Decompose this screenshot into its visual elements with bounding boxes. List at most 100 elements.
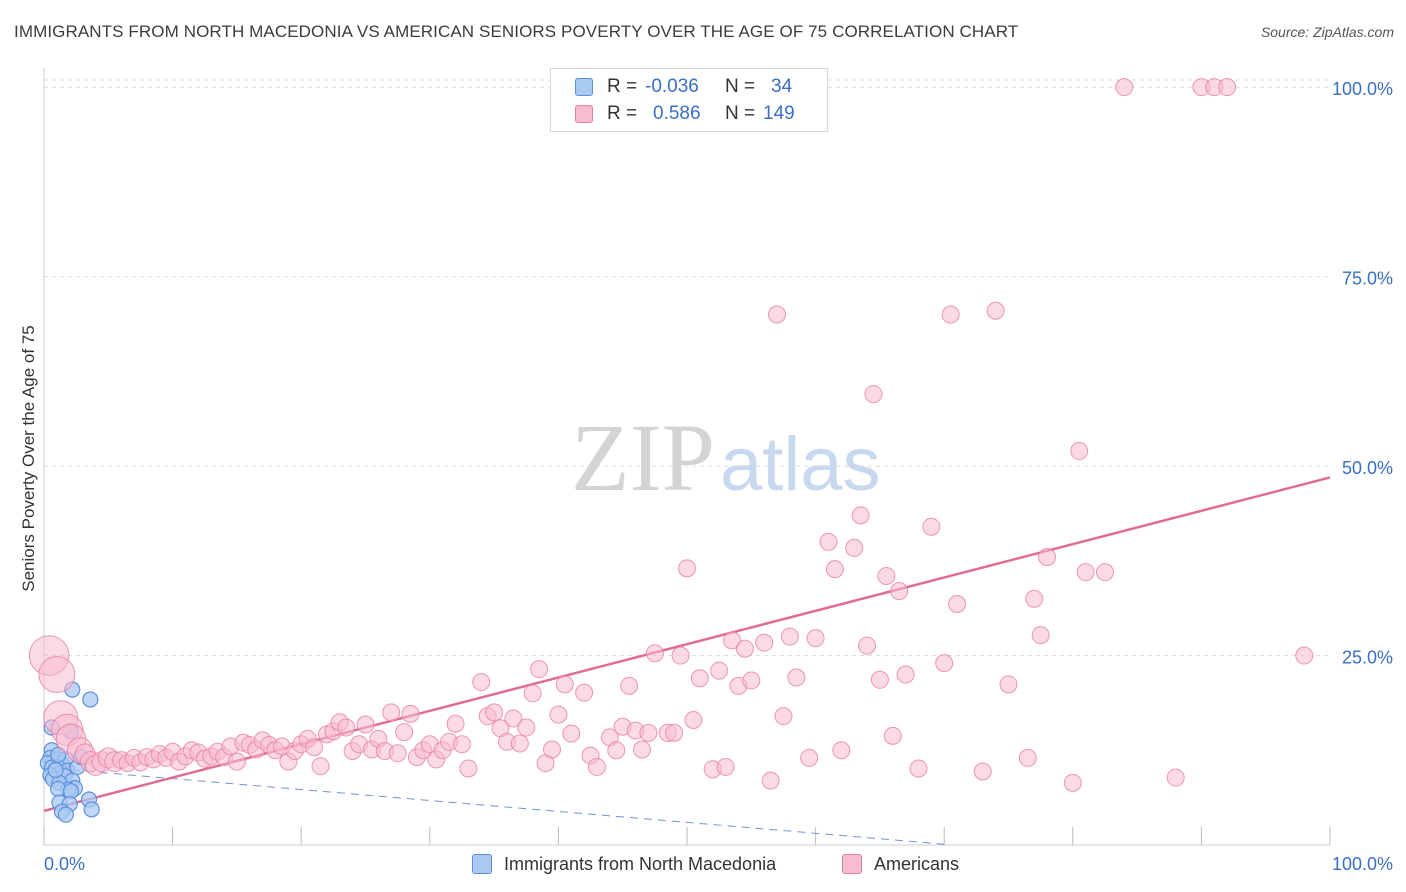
point-americans [510, 734, 529, 753]
point-americans [941, 305, 960, 324]
point-americans [1063, 773, 1082, 792]
point-americans [356, 715, 375, 734]
legend-n-value: 149 [763, 103, 795, 124]
point-americans [678, 559, 696, 578]
point-americans [446, 714, 465, 733]
point-americans [452, 735, 471, 754]
point-americans [1038, 548, 1057, 567]
point-americans [723, 631, 742, 650]
point-americans [864, 385, 883, 404]
point-americans [632, 740, 651, 759]
point-americans [922, 517, 941, 536]
legend-r-label: R = [607, 76, 638, 97]
tick-labels: 25.0% 50.0% 75.0% 100.0% 0.0% 100.0% [44, 79, 1393, 874]
point-americans [1218, 78, 1237, 97]
point-americans [755, 633, 774, 652]
point-americans [690, 669, 709, 688]
point-americans [1095, 563, 1114, 582]
point-americans [948, 595, 967, 614]
legend-swatch-blue [575, 78, 593, 96]
y-tick-label: 100.0% [1332, 79, 1393, 99]
point-americans [858, 636, 877, 655]
point-americans [671, 646, 690, 665]
point-americans [472, 673, 491, 692]
legend-row-americans: R = 0.586 N = 149 [575, 102, 795, 126]
point-americans [870, 670, 889, 689]
x-tick-label: 100.0% [1332, 854, 1393, 874]
y-tick-label: 25.0% [1342, 648, 1393, 668]
watermark-atlas: atlas [720, 422, 881, 507]
bottom-swatch-blue [472, 854, 492, 874]
point-immigrants [47, 761, 64, 779]
point-americans [896, 665, 915, 684]
point-americans [735, 639, 754, 658]
point-americans [845, 538, 864, 557]
watermark: ZIP atlas [571, 404, 881, 511]
point-americans [337, 718, 356, 737]
point-americans [607, 741, 626, 760]
point-americans [395, 723, 414, 742]
point-americans [542, 740, 561, 759]
point-americans [768, 305, 787, 324]
point-americans [504, 709, 523, 728]
point-americans [1070, 441, 1089, 460]
point-americans [305, 738, 324, 757]
point-americans [227, 752, 246, 771]
legend-n-label: N = [725, 76, 756, 97]
point-americans [523, 684, 542, 703]
point-americans [973, 762, 992, 781]
point-americans [825, 560, 844, 579]
legend-n-label: N = [725, 103, 756, 124]
point-americans [761, 771, 780, 790]
legend-swatch-pink [575, 105, 593, 123]
point-americans [645, 644, 664, 663]
point-immigrants [57, 806, 74, 823]
chart-title: IMMIGRANTS FROM NORTH MACEDONIA VS AMERI… [14, 22, 1019, 41]
point-americans [800, 748, 819, 767]
point-americans [999, 675, 1018, 694]
legend-row-immigrants: R = -0.036 N = 34 [575, 75, 792, 99]
point-americans [832, 741, 851, 760]
point-americans [549, 705, 568, 724]
point-americans [620, 676, 639, 695]
point-americans [401, 704, 420, 723]
point-americans [575, 683, 594, 702]
point-americans [38, 655, 76, 693]
point-americans [459, 759, 478, 778]
point-americans [382, 703, 401, 722]
source-label: Source: ZipAtlas.com [1260, 24, 1394, 40]
point-americans [710, 661, 729, 680]
watermark-zip: ZIP [571, 404, 715, 511]
legend-r-label: R = [607, 103, 638, 124]
y-tick-label: 50.0% [1342, 458, 1393, 478]
point-americans [388, 744, 407, 763]
point-americans [587, 757, 606, 776]
point-americans [883, 726, 902, 745]
stats-legend: R = -0.036 N = 34 R = 0.586 N = 149 [550, 68, 828, 132]
point-americans [485, 703, 504, 722]
point-americans [1018, 748, 1037, 767]
point-americans [517, 718, 536, 737]
point-americans [684, 710, 703, 729]
point-americans [311, 757, 330, 776]
bottom-legend-label: Americans [874, 853, 960, 874]
point-americans [530, 660, 549, 679]
point-americans [787, 668, 806, 687]
point-americans [1031, 626, 1050, 645]
point-americans [935, 654, 954, 673]
point-americans [1076, 563, 1095, 582]
series-americans-points [28, 78, 1314, 792]
point-americans [986, 301, 1005, 320]
point-americans [665, 723, 684, 742]
point-americans [890, 582, 909, 601]
legend-r-value: 0.586 [653, 103, 701, 124]
x-tick-label: 0.0% [44, 854, 85, 874]
point-americans [742, 671, 761, 690]
point-americans [716, 757, 735, 776]
bottom-legend-immigrants: Immigrants from North Macedonia [472, 852, 776, 876]
point-americans [1295, 646, 1314, 665]
point-americans [780, 627, 799, 646]
point-americans [639, 723, 658, 742]
bottom-swatch-pink [842, 854, 862, 874]
